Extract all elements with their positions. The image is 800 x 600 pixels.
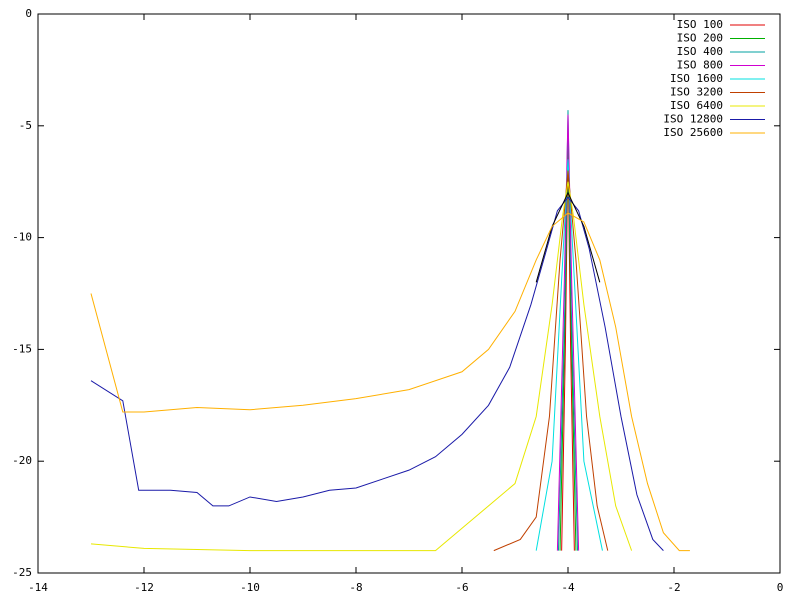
series-line (535, 159, 603, 551)
legend-label: ISO 800 (677, 59, 723, 72)
legend-label: ISO 6400 (670, 99, 723, 112)
x-tick-label: -10 (240, 581, 260, 594)
y-tick-label: -15 (12, 342, 32, 355)
legend-label: ISO 400 (677, 45, 723, 58)
y-tick-label: -20 (12, 454, 32, 467)
y-tick-label: -5 (19, 119, 32, 132)
series-line (535, 191, 601, 283)
x-tick-label: -8 (349, 581, 362, 594)
x-tick-label: 0 (777, 581, 784, 594)
legend-label: ISO 25600 (663, 126, 723, 139)
plot-frame (37, 13, 781, 574)
series-line (556, 114, 580, 551)
y-tick-label: -10 (12, 231, 32, 244)
x-tick-label: -2 (667, 581, 680, 594)
legend-label: ISO 3200 (670, 86, 723, 99)
y-tick-label: 0 (25, 7, 32, 20)
series-line (90, 212, 690, 552)
x-tick-label: -14 (28, 581, 48, 594)
x-tick-label: -4 (561, 581, 575, 594)
legend-label: ISO 200 (677, 32, 723, 45)
series-line (557, 110, 579, 551)
x-tick-label: -12 (134, 581, 154, 594)
legend-label: ISO 100 (677, 18, 723, 31)
y-tick-label: -25 (12, 566, 32, 579)
legend-label: ISO 1600 (670, 72, 723, 85)
x-tick-label: -6 (455, 581, 468, 594)
series-line (90, 196, 664, 551)
series-line (90, 181, 633, 552)
series-line (493, 170, 609, 552)
legend-label: ISO 12800 (663, 113, 723, 126)
